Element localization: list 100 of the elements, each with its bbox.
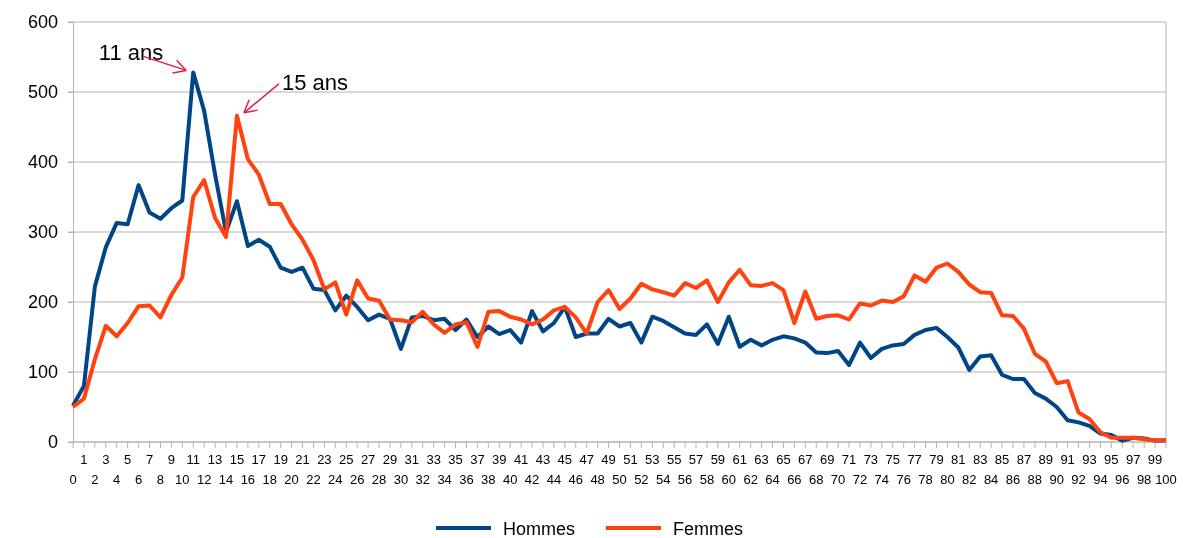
x-tick-label: 64: [765, 472, 780, 487]
x-tick-label: 4: [113, 472, 121, 487]
x-tick-label: 51: [623, 452, 638, 467]
x-tick-label: 5: [124, 452, 132, 467]
x-tick-label: 23: [317, 452, 332, 467]
x-tick-label: 88: [1027, 472, 1043, 487]
y-tick-label: 0: [47, 432, 58, 453]
x-tick-label: 48: [590, 472, 605, 487]
x-tick-label: 15: [229, 452, 245, 467]
x-tick-label: 73: [863, 452, 879, 467]
x-tick-label: 58: [699, 472, 715, 487]
x-tick-label: 100: [1155, 472, 1177, 487]
x-tick-label: 6: [134, 472, 143, 487]
x-tick-label: 22: [306, 472, 321, 487]
x-tick-label: 38: [481, 472, 496, 487]
x-tick-label: 30: [393, 472, 409, 487]
x-tick-label: 3: [102, 452, 110, 467]
x-tick-label: 62: [743, 472, 758, 487]
y-tick-label: 200: [27, 292, 58, 313]
x-tick-label: 55: [666, 452, 682, 467]
x-tick-label: 41: [513, 452, 529, 467]
annotation: 11 ans: [98, 40, 164, 66]
x-tick-label: 79: [929, 452, 944, 467]
x-tick-label: 86: [1005, 472, 1021, 487]
x-tick-label: 19: [273, 452, 288, 467]
x-tick-label: 43: [535, 452, 551, 467]
x-tick-label: 97: [1125, 452, 1141, 467]
y-tick-label: 100: [27, 362, 58, 383]
x-tick-label: 94: [1093, 472, 1108, 487]
x-tick-label: 72: [852, 472, 868, 487]
x-tick-label: 50: [612, 472, 627, 487]
x-tick-label: 87: [1016, 452, 1032, 467]
x-tick-label: 77: [907, 452, 922, 467]
x-tick-label: 80: [940, 472, 955, 487]
x-tick-label: 34: [437, 472, 452, 487]
x-tick-label: 99: [1147, 452, 1163, 467]
x-tick-label: 12: [196, 472, 212, 487]
x-tick-label: 67: [798, 452, 813, 467]
x-tick-label: 78: [918, 472, 933, 487]
x-tick-label: 63: [754, 452, 769, 467]
x-tick-label: 65: [776, 452, 791, 467]
x-tick-label: 7: [145, 452, 154, 467]
x-tick-label: 90: [1049, 472, 1064, 487]
y-tick-label: 400: [27, 152, 58, 173]
x-tick-label: 81: [951, 452, 966, 467]
x-tick-label: 2: [91, 472, 99, 487]
x-tick-label: 53: [645, 452, 660, 467]
x-tick-label: 92: [1071, 472, 1086, 487]
x-tick-label: 85: [994, 452, 1010, 467]
x-tick-label: 89: [1038, 452, 1053, 467]
x-tick-label: 31: [404, 452, 420, 467]
x-tick-label: 71: [841, 452, 857, 467]
y-tick-label: 600: [27, 12, 58, 33]
x-tick-label: 49: [601, 452, 616, 467]
x-tick-label: 59: [710, 452, 726, 467]
x-tick-label: 82: [962, 472, 977, 487]
x-tick-label: 1: [80, 452, 88, 467]
x-tick-label: 24: [328, 472, 343, 487]
x-tick-label: 45: [557, 452, 573, 467]
x-tick-label: 14: [218, 472, 234, 487]
x-tick-label: 40: [502, 472, 518, 487]
y-tick-label: 500: [27, 82, 58, 103]
x-tick-label: 0: [69, 472, 77, 487]
x-tick-label: 16: [240, 472, 256, 487]
x-tick-label: 56: [677, 472, 693, 487]
x-tick-label: 32: [415, 472, 430, 487]
x-tick-label: 69: [819, 452, 835, 467]
x-tick-label: 91: [1060, 452, 1075, 467]
x-tick-label: 84: [983, 472, 999, 487]
x-tick-label: 25: [339, 452, 354, 467]
x-tick-label: 18: [262, 472, 277, 487]
x-tick-label: 28: [371, 472, 387, 487]
x-tick-label: 42: [524, 472, 540, 487]
x-tick-label: 83: [972, 452, 988, 467]
x-tick-label: 96: [1115, 472, 1130, 487]
x-tick-label: 70: [830, 472, 846, 487]
annotation: 15 ans: [281, 69, 349, 95]
x-tick-label: 60: [721, 472, 737, 487]
x-tick-label: 61: [732, 452, 747, 467]
x-tick-label: 54: [655, 472, 671, 487]
x-tick-label: 57: [688, 452, 704, 467]
x-tick-label: 17: [251, 452, 267, 467]
legend-label: Femmes: [673, 519, 744, 538]
x-tick-label: 95: [1104, 452, 1119, 467]
x-tick-label: 21: [295, 452, 310, 467]
x-tick-label: 39: [492, 452, 507, 467]
x-tick-label: 98: [1136, 472, 1152, 487]
x-tick-label: 75: [885, 452, 900, 467]
x-tick-label: 52: [634, 472, 649, 487]
x-tick-label: 74: [874, 472, 890, 487]
x-tick-label: 93: [1082, 452, 1097, 467]
x-tick-label: 37: [470, 452, 485, 467]
x-tick-label: 29: [382, 452, 398, 467]
y-tick-label: 300: [27, 222, 58, 243]
x-tick-label: 46: [568, 472, 584, 487]
x-tick-label: 26: [349, 472, 365, 487]
x-tick-label: 66: [787, 472, 802, 487]
x-tick-label: 35: [448, 452, 463, 467]
x-tick-label: 11: [186, 452, 200, 467]
x-tick-label: 68: [809, 472, 824, 487]
